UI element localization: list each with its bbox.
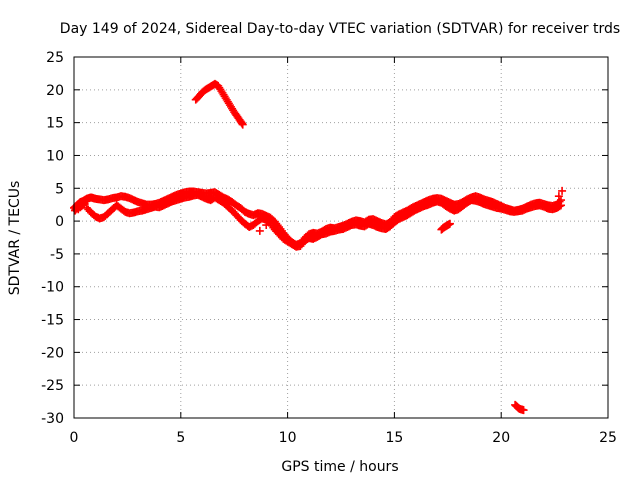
data-point bbox=[238, 120, 247, 129]
x-tick-label: 15 bbox=[385, 430, 403, 446]
data-points bbox=[70, 79, 567, 415]
y-axis-label: SDTVAR / TECUs bbox=[7, 181, 23, 296]
y-tick-label: 5 bbox=[55, 181, 64, 197]
y-tick-label: -15 bbox=[41, 313, 64, 329]
data-point bbox=[255, 226, 264, 235]
y-tick-label: 20 bbox=[46, 83, 64, 99]
plot-border bbox=[73, 56, 609, 419]
axis-ticks: 0 5 10 15 20 25 -30 -25 -20 -15 -10 -5 0 5 10 15 20 25 bbox=[41, 50, 617, 446]
y-tick-label: 10 bbox=[46, 148, 64, 164]
data-point bbox=[555, 202, 564, 211]
data-point bbox=[445, 219, 454, 228]
data-point bbox=[557, 201, 566, 210]
grid bbox=[74, 57, 608, 418]
y-tick-label: -5 bbox=[50, 247, 64, 263]
data-point bbox=[519, 406, 528, 415]
x-tick-label: 20 bbox=[492, 430, 510, 446]
y-tick-label: 0 bbox=[55, 214, 64, 230]
x-axis-label: GPS time / hours bbox=[281, 459, 398, 475]
x-tick-label: 0 bbox=[70, 430, 79, 446]
x-tick-label: 5 bbox=[176, 430, 185, 446]
data-point bbox=[554, 192, 563, 201]
y-tick-label: 15 bbox=[46, 116, 64, 132]
x-tick-label: 25 bbox=[599, 430, 617, 446]
y-tick-label: -30 bbox=[41, 411, 64, 427]
data-point bbox=[262, 221, 271, 230]
y-tick-label: -25 bbox=[41, 378, 64, 394]
chart-title: Day 149 of 2024, Sidereal Day-to-day VTE… bbox=[60, 21, 620, 37]
x-tick-label: 10 bbox=[279, 430, 297, 446]
y-tick-label: -20 bbox=[41, 345, 64, 361]
y-tick-label: -10 bbox=[41, 280, 64, 296]
data-point bbox=[80, 200, 89, 209]
data-point bbox=[558, 186, 567, 195]
y-tick-label: 25 bbox=[46, 50, 64, 66]
